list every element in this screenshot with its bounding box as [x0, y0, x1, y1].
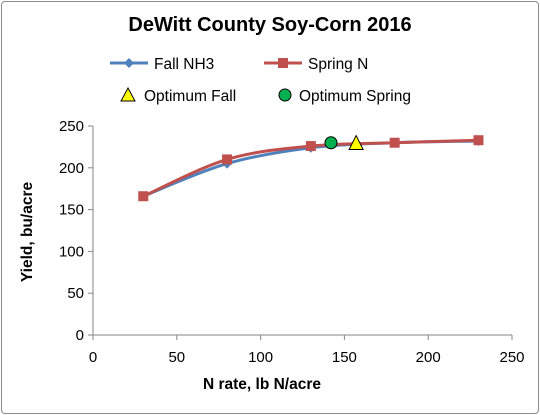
legend-optimum-fall: Optimum Fall	[120, 86, 236, 105]
legend-fall-nh3: Fall NH3	[110, 56, 214, 73]
optimum-markers	[324, 134, 364, 151]
x-tick-label: 250	[499, 349, 524, 366]
legend-optimum-spring-marker	[278, 88, 292, 102]
y-tick-label: 100	[59, 243, 84, 260]
chart-title: DeWitt County Soy-Corn 2016	[128, 14, 411, 36]
data-point-spring-n	[138, 191, 149, 202]
x-tick-label: 100	[248, 349, 273, 366]
y-tick-label: 50	[67, 285, 84, 302]
legend-optimum-fall-label: Optimum Fall	[144, 88, 236, 105]
legend-fall-nh3-label: Fall NH3	[154, 56, 214, 73]
y-tick-label: 200	[59, 160, 84, 177]
marker-optimum-fall	[348, 134, 364, 151]
marker-optimum-spring	[324, 136, 338, 150]
y-axis-ticks: 0 50 100 150 200 250	[59, 118, 93, 344]
y-tick-label: 150	[59, 202, 84, 219]
y-axis-title: Yield, bu/acre	[19, 182, 36, 283]
series-markers	[138, 135, 484, 202]
data-point-spring-n	[473, 135, 484, 146]
y-tick-label: 0	[76, 327, 84, 344]
data-point-spring-n	[222, 154, 233, 165]
x-axis-title: N rate, lb N/acre	[203, 376, 321, 393]
legend-spring-n-marker	[278, 58, 288, 68]
legend-spring-n-label: Spring N	[308, 56, 368, 73]
x-tick-label: 200	[416, 349, 441, 366]
x-tick-label: 150	[332, 349, 357, 366]
x-tick-label: 50	[168, 349, 185, 366]
data-point-spring-n	[389, 137, 400, 148]
x-axis-ticks: 0 50 100 150 200 250	[89, 335, 525, 366]
legend-optimum-spring-label: Optimum Spring	[299, 88, 411, 105]
legend-spring-n: Spring N	[264, 56, 368, 73]
x-tick-label: 0	[89, 349, 97, 366]
legend-optimum-spring: Optimum Spring	[278, 88, 411, 105]
y-tick-label: 250	[59, 118, 84, 135]
data-point-spring-n	[305, 141, 316, 152]
legend-fall-nh3-marker	[124, 58, 134, 68]
legend-optimum-fall-marker	[120, 86, 136, 102]
